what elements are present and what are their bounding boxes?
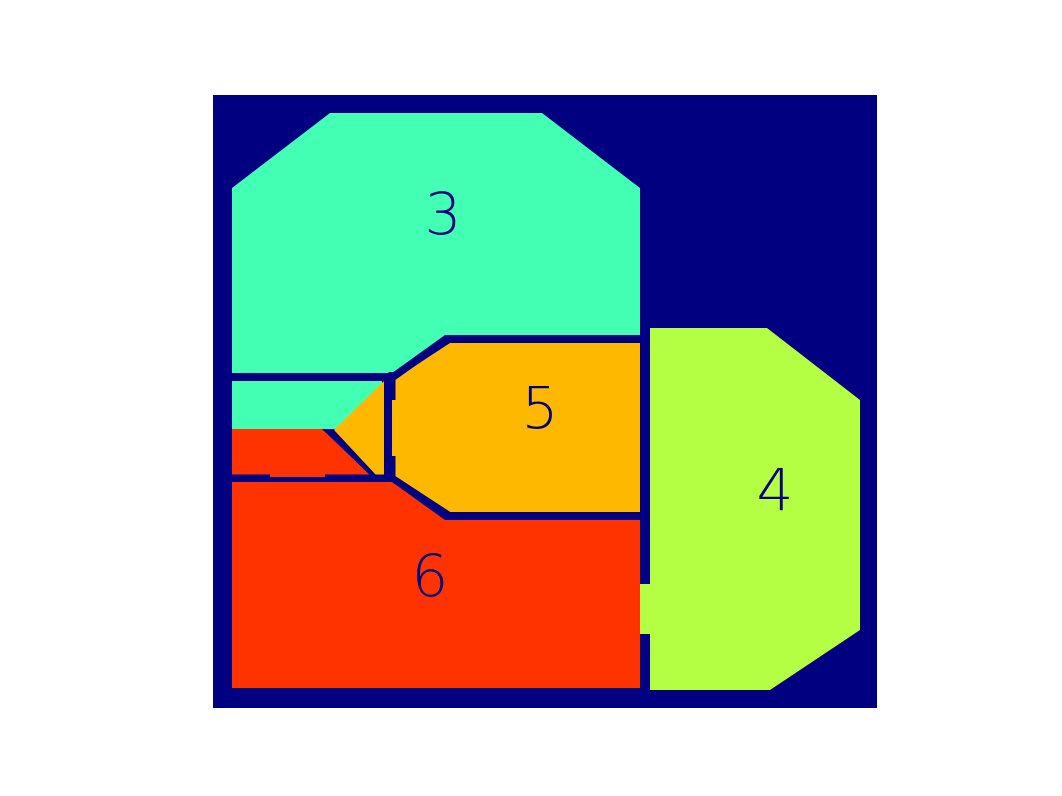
room-6-label: 6: [412, 542, 449, 610]
room-4-region: [650, 328, 860, 690]
room-5-region: [392, 343, 640, 512]
inner-walls: [232, 328, 648, 690]
room-6-main-region: [232, 482, 640, 688]
room-5-label: 5: [522, 374, 559, 442]
wall-5-top: [389, 335, 644, 381]
room-4-door-fill: [640, 584, 654, 634]
room-4-label: 4: [757, 456, 794, 524]
room-5-wedge: [334, 381, 384, 475]
room-3-label: 3: [425, 180, 462, 248]
room-3-region: [232, 113, 640, 373]
room-6-region: [232, 429, 372, 477]
wall-5-bottom: [390, 475, 644, 520]
